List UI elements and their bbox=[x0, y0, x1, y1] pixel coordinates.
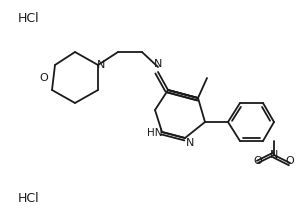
Text: O: O bbox=[286, 156, 295, 166]
Text: N: N bbox=[97, 60, 105, 70]
Text: HN: HN bbox=[147, 128, 163, 138]
Text: HCl: HCl bbox=[18, 11, 40, 25]
Text: N: N bbox=[270, 150, 278, 160]
Text: N: N bbox=[154, 59, 162, 69]
Text: HCl: HCl bbox=[18, 192, 40, 204]
Text: N: N bbox=[186, 138, 194, 148]
Text: O: O bbox=[40, 73, 48, 83]
Text: O: O bbox=[254, 156, 262, 166]
